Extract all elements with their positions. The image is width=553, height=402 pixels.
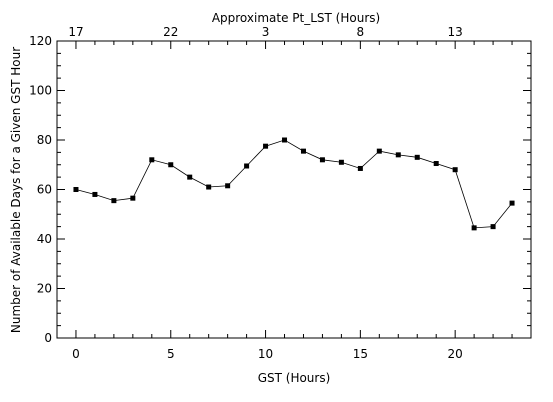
y-tick-label: 60 [37,183,52,197]
y-axis-title: Number of Available Days for a Given GST… [9,47,23,333]
data-point [282,137,288,143]
tick-labels: 0 5 10 15 20 17 22 3 8 13 0 20 40 60 80 100 120 [29,25,463,361]
data-point [395,152,401,158]
top-tick-label: 3 [262,25,270,39]
data-point [433,161,439,167]
y-tick-label: 40 [37,232,52,246]
top-tick-label: 17 [68,25,83,39]
data-point [509,200,515,206]
y-tick-label: 100 [29,84,52,98]
data-point [338,159,344,165]
x-tick-label: 20 [448,347,463,361]
data-point [225,183,231,189]
data-point [92,191,98,197]
data-point [187,174,193,180]
data-point [319,157,325,163]
top-axis-title: Approximate Pt_LST (Hours) [212,11,380,25]
data-points [73,137,515,231]
data-point [206,184,212,190]
y-tick-label: 120 [29,34,52,48]
x-tick-label: 15 [353,347,368,361]
data-point [130,195,136,201]
y-tick-label: 80 [37,133,52,147]
x-tick-label: 5 [167,347,175,361]
tick-marks [57,40,531,339]
data-point [300,148,306,154]
data-point [73,187,79,192]
top-tick-label: 13 [448,25,463,39]
y-tick-label: 20 [37,282,52,296]
plot-frame [56,40,532,339]
top-tick-label: 22 [163,25,178,39]
data-point [149,157,155,163]
x-tick-label: 0 [72,347,80,361]
data-point [471,225,477,231]
x-tick-label: 10 [258,347,273,361]
data-point [111,198,117,204]
data-point [452,167,458,173]
y-tick-label: 0 [44,331,52,345]
data-point [490,224,496,230]
data-point [376,148,382,154]
data-point [263,143,269,149]
x-axis-title: GST (Hours) [258,371,331,385]
top-tick-label: 8 [357,25,365,39]
data-point [357,165,363,171]
series-line [75,139,513,229]
data-point [244,163,250,169]
data-point [414,154,420,160]
data-point [168,162,174,168]
